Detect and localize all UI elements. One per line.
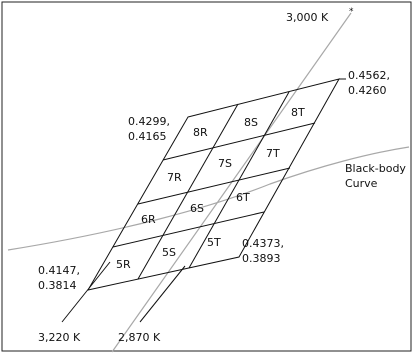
coord-top-right-y: 0.4260 [348,84,387,97]
cct-label-3220k: 3,220 K [38,331,81,344]
coord-bottom-right-x: 0.4373, [242,237,284,250]
grid-col-line [188,91,290,269]
coord-bottom-left-y: 0.3814 [38,279,77,292]
isotherm-3000k-line [111,12,352,353]
coord-top-right-x: 0.4562, [348,69,390,82]
bin-label-7r: 7R [167,171,182,184]
bin-label-5s: 5S [162,246,176,259]
bin-label-5r: 5R [116,258,131,271]
bin-label-6s: 6S [190,202,204,215]
bin-label-8t: 8T [291,106,305,119]
bin-grid [87,78,341,291]
cct-label-3000k-asterisk: * [349,7,354,17]
coord-top-left-x: 0.4299, [128,115,170,128]
coord-bottom-right-y: 0.3893 [242,252,281,265]
blackbody-curve [7,146,410,251]
grid-row-line [137,167,291,205]
bin-label-7s: 7S [218,157,232,170]
grid-col-line [137,103,239,280]
bin-label-6r: 6R [141,213,156,226]
bin-label-8s: 8S [244,116,258,129]
leader-line-3220k [61,261,111,323]
coord-top-left-y: 0.4165 [128,130,167,143]
bin-grid-outline [87,78,341,291]
bin-label-5t: 5T [207,236,221,249]
cct-label-3000k: 3,000 K [286,11,329,24]
blackbody-label-line2: Curve [345,177,378,190]
bin-label-8r: 8R [193,126,208,139]
leader-line-2870k [139,265,186,323]
grid-row-line [112,211,265,248]
blackbody-label-line1: Black-body [345,162,406,175]
coord-bottom-left-x: 0.4147, [38,264,80,277]
bin-label-7t: 7T [266,147,280,160]
bin-label-6t: 6T [236,191,250,204]
grid-row-line [162,122,316,161]
cct-label-2870k: 2,870 K [118,331,161,344]
